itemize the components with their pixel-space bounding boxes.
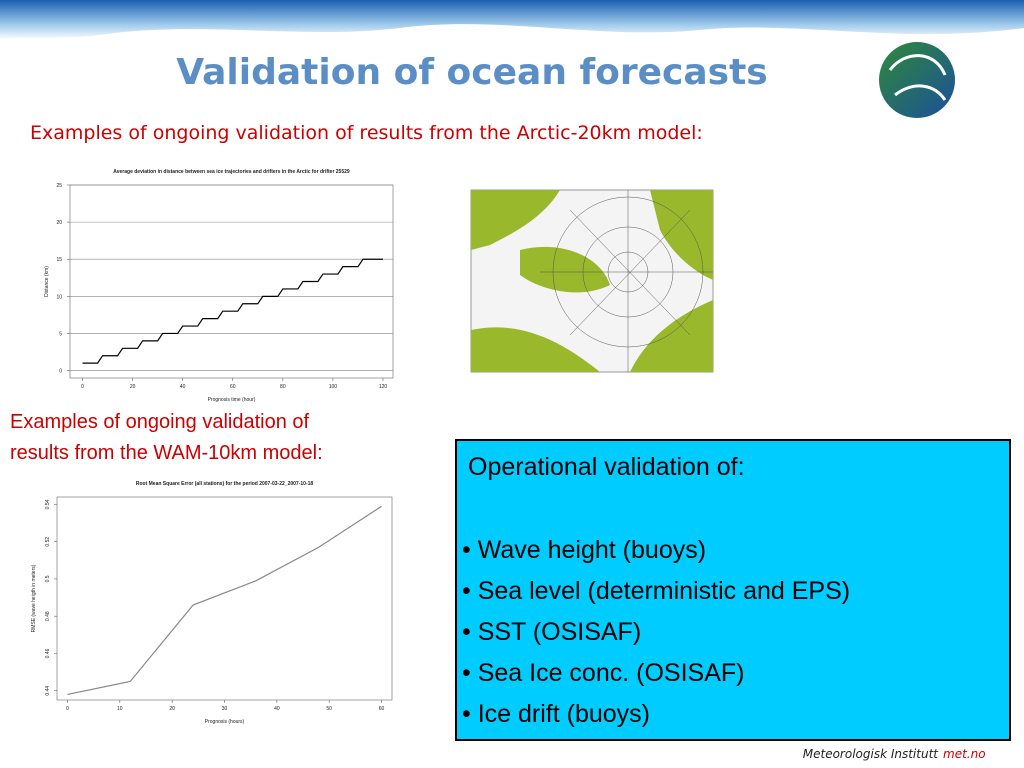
y-tick-label: 15 <box>56 257 62 263</box>
y-axis-label: Distance (km) <box>44 266 50 297</box>
x-tick-label: 80 <box>280 384 286 390</box>
plot-frame <box>69 184 394 379</box>
y-tick-label: 0.54 <box>45 499 51 509</box>
footer-institute: Meteorologisk Institutt <box>803 747 940 761</box>
x-tick-label: 50 <box>326 706 332 712</box>
logo-mark <box>888 54 947 101</box>
subtitle: Examples of ongoing validation of <box>10 411 310 433</box>
box-item: • Wave height (buoys) <box>462 536 706 564</box>
subtitle: Examples of ongoing validation of result… <box>30 122 703 144</box>
y-tick-label: 0 <box>59 369 62 375</box>
x-tick-label: 0 <box>81 384 84 390</box>
data-line <box>67 505 382 696</box>
y-tick-label: 20 <box>56 220 62 226</box>
x-tick-label: 60 <box>230 384 236 390</box>
x-axis-label: Prognosis time (hour) <box>208 397 256 403</box>
y-tick-label: 0.46 <box>45 648 51 658</box>
logo <box>879 42 955 118</box>
y-tick-label: 5 <box>59 331 62 337</box>
y-tick-label: 10 <box>56 294 62 300</box>
y-tick-label: 0.44 <box>45 686 51 696</box>
box-item: • Sea level (deterministic and EPS) <box>462 577 850 605</box>
x-axis-label: Prognosis (hours) <box>205 719 245 725</box>
chart-title: Average deviation in distance between se… <box>113 169 350 175</box>
box-item: • Ice drift (buoys) <box>462 700 650 728</box>
y-tick-label: 0.48 <box>45 611 51 621</box>
box-heading: Operational validation of: <box>468 453 745 481</box>
y-axis-label: RMSE (wave heigth in meters) <box>31 564 37 632</box>
box-item: • Sea Ice conc. (OSISAF) <box>462 659 744 687</box>
subtitle: results from the WAM-10km model: <box>10 442 323 464</box>
footer-site: met.no <box>943 747 986 761</box>
x-tick-label: 30 <box>222 706 228 712</box>
info-box <box>455 439 1011 741</box>
x-tick-label: 20 <box>169 706 175 712</box>
x-tick-label: 120 <box>379 384 388 390</box>
map <box>470 189 714 373</box>
header-wave <box>0 0 1024 40</box>
y-tick-label: 25 <box>56 183 62 189</box>
x-tick-label: 100 <box>329 384 338 390</box>
data-line <box>82 258 383 364</box>
x-tick-label: 40 <box>180 384 186 390</box>
slide-title: Validation of ocean forecasts <box>176 52 768 93</box>
x-tick-label: 0 <box>66 706 69 712</box>
box-item: • SST (OSISAF) <box>462 618 641 646</box>
plot-frame <box>56 496 393 701</box>
x-tick-label: 10 <box>117 706 123 712</box>
y-tick-label: 0.5 <box>45 575 51 582</box>
x-tick-label: 60 <box>379 706 385 712</box>
y-tick-label: 0.52 <box>45 537 51 547</box>
chart-title: Root Mean Square Error (all stations) fo… <box>136 481 313 487</box>
x-tick-label: 20 <box>130 384 136 390</box>
x-tick-label: 40 <box>274 706 280 712</box>
